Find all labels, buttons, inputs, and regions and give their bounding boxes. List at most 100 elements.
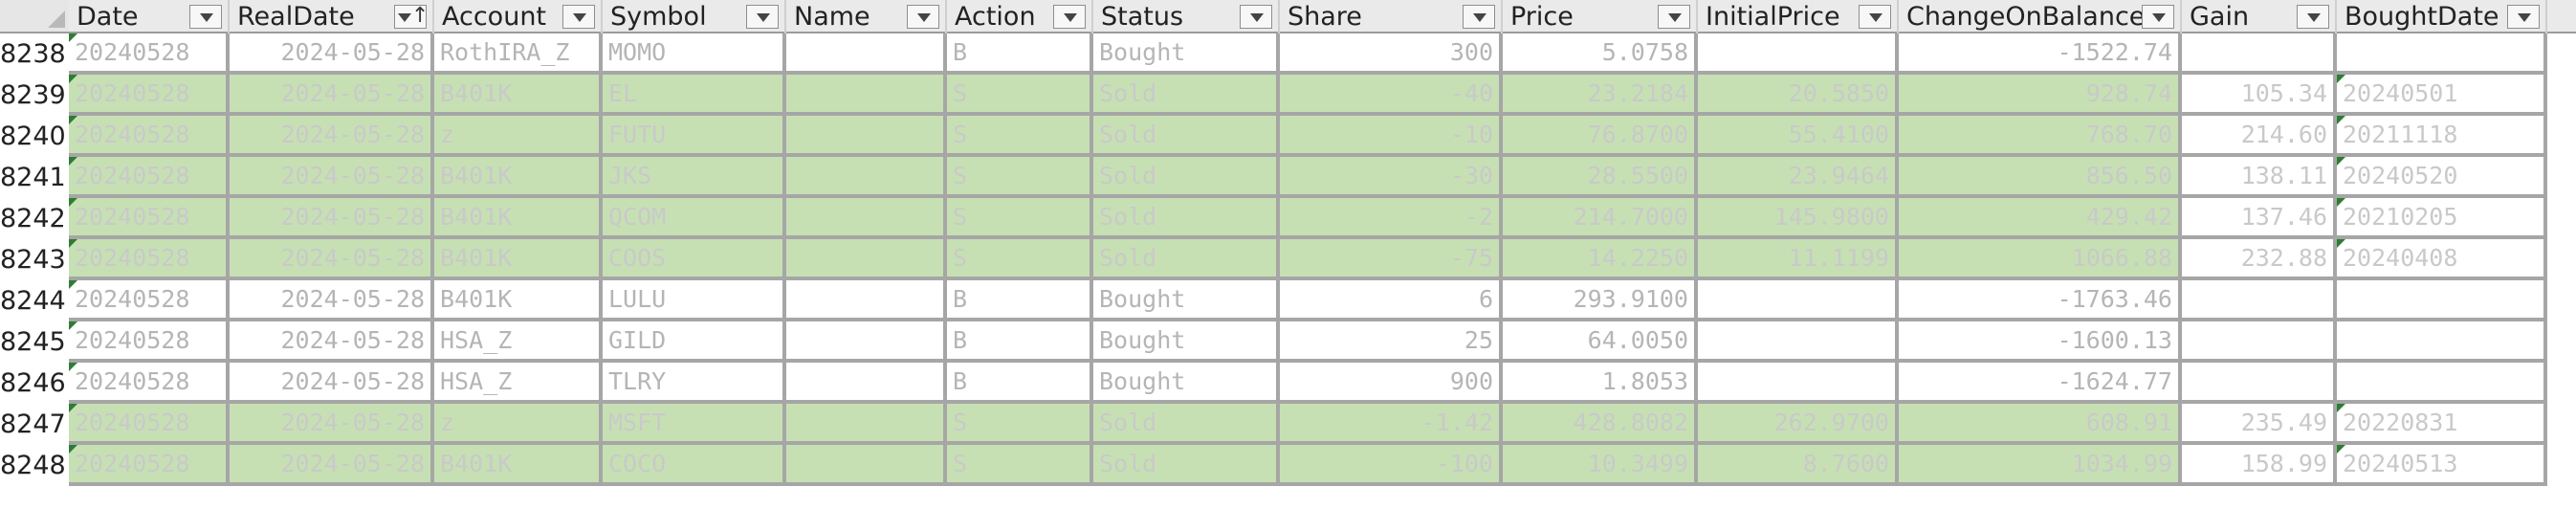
row-header[interactable]: 8247 — [0, 404, 69, 445]
cell-price[interactable]: 28.5500 — [1503, 157, 1698, 198]
cell-name[interactable] — [786, 157, 947, 198]
cell-gain[interactable] — [2182, 280, 2337, 321]
cell-name[interactable] — [786, 321, 947, 363]
cell-share[interactable]: 900 — [1280, 363, 1503, 404]
header-action[interactable]: Action — [947, 0, 1093, 33]
filter-dropdown-action[interactable] — [1053, 5, 1086, 29]
cell-action[interactable]: S — [947, 445, 1093, 486]
filter-dropdown-boughtdate[interactable] — [2507, 5, 2540, 29]
cell-realdate[interactable]: 2024-05-28 — [230, 239, 434, 280]
header-gain[interactable]: Gain — [2182, 0, 2337, 33]
cell-account[interactable]: HSA_Z — [434, 363, 603, 404]
cell-action[interactable]: B — [947, 321, 1093, 363]
cell-boughtdate[interactable]: 20210205 — [2337, 198, 2547, 239]
cell-initialprice[interactable] — [1698, 363, 1899, 404]
header-boughtdate[interactable]: BoughtDate — [2337, 0, 2547, 33]
cell-account[interactable]: B401K — [434, 75, 603, 116]
cell-name[interactable] — [786, 280, 947, 321]
cell-realdate[interactable]: 2024-05-28 — [230, 198, 434, 239]
header-price[interactable]: Price — [1503, 0, 1698, 33]
row-header[interactable]: 8248 — [0, 445, 69, 486]
cell-realdate[interactable]: 2024-05-28 — [230, 75, 434, 116]
cell-symbol[interactable]: COOS — [603, 239, 786, 280]
cell-changeonbalance[interactable]: 928.74 — [1899, 75, 2182, 116]
cell-status[interactable]: Sold — [1093, 239, 1280, 280]
header-date[interactable]: Date — [69, 0, 230, 33]
cell-account[interactable]: z — [434, 116, 603, 157]
cell-gain[interactable] — [2182, 363, 2337, 404]
cell-share[interactable]: -40 — [1280, 75, 1503, 116]
cell-gain[interactable]: 235.49 — [2182, 404, 2337, 445]
cell-initialprice[interactable]: 145.9800 — [1698, 198, 1899, 239]
cell-initialprice[interactable]: 8.7600 — [1698, 445, 1899, 486]
cell-account[interactable]: HSA_Z — [434, 321, 603, 363]
cell-status[interactable]: Bought — [1093, 33, 1280, 75]
cell-symbol[interactable]: GILD — [603, 321, 786, 363]
cell-price[interactable]: 293.9100 — [1503, 280, 1698, 321]
cell-symbol[interactable]: LULU — [603, 280, 786, 321]
cell-account[interactable]: B401K — [434, 157, 603, 198]
cell-status[interactable]: Sold — [1093, 404, 1280, 445]
select-all-corner[interactable] — [0, 0, 69, 33]
cell-share[interactable]: -10 — [1280, 116, 1503, 157]
cell-action[interactable]: B — [947, 363, 1093, 404]
cell-status[interactable]: Bought — [1093, 321, 1280, 363]
cell-status[interactable]: Sold — [1093, 157, 1280, 198]
cell-action[interactable]: S — [947, 198, 1093, 239]
cell-realdate[interactable]: 2024-05-28 — [230, 321, 434, 363]
cell-date[interactable]: 20240528 — [69, 404, 230, 445]
row-header[interactable]: 8245 — [0, 321, 69, 363]
cell-name[interactable] — [786, 33, 947, 75]
cell-realdate[interactable]: 2024-05-28 — [230, 280, 434, 321]
filter-dropdown-changeonbalance[interactable] — [2142, 5, 2174, 29]
cell-realdate[interactable]: 2024-05-28 — [230, 445, 434, 486]
cell-boughtdate[interactable]: 20240501 — [2337, 75, 2547, 116]
cell-gain[interactable]: 105.34 — [2182, 75, 2337, 116]
row-header[interactable]: 8240 — [0, 116, 69, 157]
cell-name[interactable] — [786, 363, 947, 404]
cell-account[interactable]: B401K — [434, 198, 603, 239]
cell-changeonbalance[interactable]: 1066.88 — [1899, 239, 2182, 280]
cell-changeonbalance[interactable]: 768.70 — [1899, 116, 2182, 157]
cell-price[interactable]: 10.3499 — [1503, 445, 1698, 486]
cell-price[interactable]: 76.8700 — [1503, 116, 1698, 157]
header-status[interactable]: Status — [1093, 0, 1280, 33]
cell-share[interactable]: 6 — [1280, 280, 1503, 321]
cell-price[interactable]: 5.0758 — [1503, 33, 1698, 75]
cell-initialprice[interactable]: 23.9464 — [1698, 157, 1899, 198]
filter-dropdown-status[interactable] — [1240, 5, 1272, 29]
cell-changeonbalance[interactable]: -1522.74 — [1899, 33, 2182, 75]
cell-status[interactable]: Sold — [1093, 75, 1280, 116]
cell-date[interactable]: 20240528 — [69, 239, 230, 280]
cell-date[interactable]: 20240528 — [69, 116, 230, 157]
cell-symbol[interactable]: EL — [603, 75, 786, 116]
cell-name[interactable] — [786, 116, 947, 157]
cell-date[interactable]: 20240528 — [69, 198, 230, 239]
cell-initialprice[interactable]: 55.4100 — [1698, 116, 1899, 157]
cell-changeonbalance[interactable]: -1624.77 — [1899, 363, 2182, 404]
cell-symbol[interactable]: COCO — [603, 445, 786, 486]
cell-share[interactable]: -30 — [1280, 157, 1503, 198]
row-header[interactable]: 8238 — [0, 33, 69, 75]
cell-gain[interactable]: 158.99 — [2182, 445, 2337, 486]
cell-realdate[interactable]: 2024-05-28 — [230, 363, 434, 404]
cell-boughtdate[interactable] — [2337, 321, 2547, 363]
cell-price[interactable]: 1.8053 — [1503, 363, 1698, 404]
cell-date[interactable]: 20240528 — [69, 445, 230, 486]
filter-dropdown-initialprice[interactable] — [1859, 5, 1891, 29]
cell-status[interactable]: Sold — [1093, 198, 1280, 239]
cell-price[interactable]: 214.7000 — [1503, 198, 1698, 239]
filter-dropdown-name[interactable] — [907, 5, 939, 29]
cell-gain[interactable]: 214.60 — [2182, 116, 2337, 157]
cell-symbol[interactable]: MSFT — [603, 404, 786, 445]
cell-action[interactable]: B — [947, 280, 1093, 321]
row-header[interactable]: 8246 — [0, 363, 69, 404]
cell-changeonbalance[interactable]: 429.42 — [1899, 198, 2182, 239]
cell-date[interactable]: 20240528 — [69, 75, 230, 116]
header-realdate[interactable]: RealDate — [230, 0, 434, 33]
cell-share[interactable]: -75 — [1280, 239, 1503, 280]
cell-changeonbalance[interactable]: 856.50 — [1899, 157, 2182, 198]
header-symbol[interactable]: Symbol — [603, 0, 786, 33]
cell-initialprice[interactable]: 11.1199 — [1698, 239, 1899, 280]
row-header[interactable]: 8244 — [0, 280, 69, 321]
